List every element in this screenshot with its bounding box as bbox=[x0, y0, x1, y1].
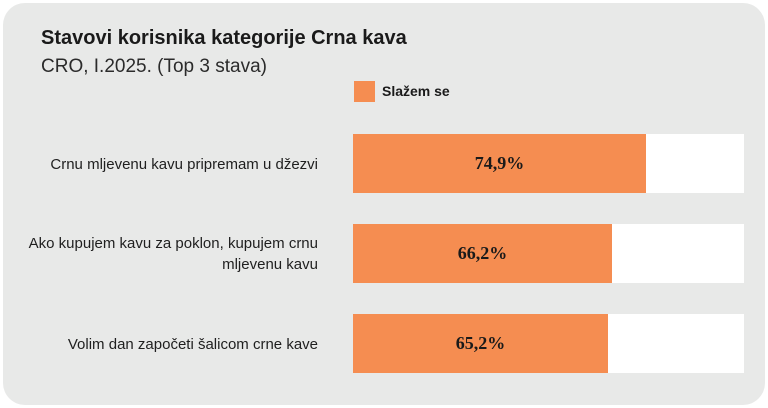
bar-value-label: 66,2% bbox=[457, 243, 508, 263]
chart-subtitle: CRO, I.2025. (Top 3 stava) bbox=[41, 56, 267, 77]
category-label: Crnu mljevenu kavu pripremam u džezvi bbox=[0, 134, 318, 194]
bar-row: Ako kupujem kavu za poklon, kupujem crnu… bbox=[0, 224, 768, 284]
bar-track: 66,2% bbox=[353, 224, 744, 283]
bar-row: Volim dan započeti šalicom crne kave 65,2… bbox=[0, 314, 768, 374]
bar-value-label: 74,9% bbox=[474, 153, 525, 173]
category-label-text: Ako kupujem kavu za poklon, kupujem crnu… bbox=[28, 235, 318, 273]
bar-track: 65,2% bbox=[353, 314, 744, 373]
category-label: Ako kupujem kavu za poklon, kupujem crnu… bbox=[0, 224, 318, 284]
category-label-text: Crnu mljevenu kavu pripremam u džezvi bbox=[50, 155, 318, 173]
chart-title: Stavovi korisnika kategorije Crna kava bbox=[41, 27, 407, 49]
bar bbox=[353, 314, 608, 373]
legend-label: Slažem se bbox=[382, 83, 450, 99]
bar-row: Crnu mljevenu kavu pripremam u džezvi 74,… bbox=[0, 134, 768, 194]
bar-track: 74,9% bbox=[353, 134, 744, 193]
bar-value-label: 65,2% bbox=[455, 333, 506, 353]
category-label-text: Volim dan započeti šalicom crne kave bbox=[67, 335, 318, 353]
legend: Slažem se bbox=[354, 80, 450, 102]
category-label: Volim dan započeti šalicom crne kave bbox=[0, 314, 318, 374]
bar bbox=[353, 224, 612, 283]
legend-swatch bbox=[354, 80, 375, 102]
bar bbox=[353, 134, 646, 193]
